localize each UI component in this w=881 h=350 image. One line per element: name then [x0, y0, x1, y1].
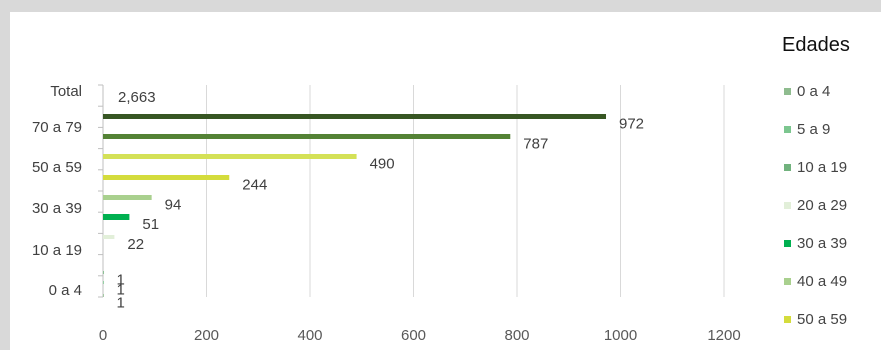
- x-tick-label: 1200: [707, 327, 740, 344]
- legend-swatch: [784, 201, 791, 209]
- bar: [103, 175, 230, 180]
- legend-swatch: [784, 87, 791, 95]
- legend-swatch: [784, 163, 791, 171]
- legend-item: 10 a 19: [784, 158, 847, 176]
- data-label: 1: [117, 282, 125, 299]
- legend-label: 5 a 9: [797, 120, 831, 138]
- data-label: 1: [117, 272, 125, 289]
- bar: [103, 271, 104, 274]
- legend-label: 50 a 59: [797, 310, 848, 328]
- data-label: 1: [117, 295, 125, 312]
- legend-swatch: [784, 125, 791, 133]
- y-tick-label: Total: [50, 83, 82, 100]
- data-label: 22: [127, 236, 144, 253]
- chart-area: 0 200 400 600 800 1000 1200 0 a 4 10 a 19 30 a 39…: [10, 12, 881, 350]
- total-label: 2,663: [118, 89, 156, 106]
- data-label: 972: [619, 116, 644, 133]
- x-tick-label: 800: [504, 327, 529, 344]
- x-tick-label: 0: [99, 327, 107, 344]
- bar-chart: 0 200 400 600 800 1000 1200 0 a 4 10 a 19 30 a 39…: [32, 83, 741, 344]
- bar: [103, 134, 511, 139]
- y-tick-label: 50 a 59: [32, 159, 82, 176]
- legend-label: 0 a 4: [797, 82, 831, 100]
- bar: [103, 195, 152, 200]
- legend-item: 50 a 59: [784, 310, 847, 328]
- y-tick-label: 0 a 4: [49, 282, 82, 299]
- bar: [103, 154, 357, 159]
- x-tick-label: 400: [297, 327, 322, 344]
- y-tick-label: 30 a 39: [32, 200, 82, 217]
- data-label: 490: [370, 156, 395, 173]
- x-tick-label: 200: [194, 327, 219, 344]
- legend-swatch: [784, 277, 791, 285]
- y-tick-label: 70 a 79: [32, 119, 82, 136]
- bar: [103, 214, 130, 220]
- legend-label: 20 a 29: [797, 196, 848, 214]
- bar: [103, 294, 104, 297]
- legend-swatch: [784, 239, 791, 247]
- y-tick-label: 10 a 19: [32, 242, 82, 259]
- legend-item: 0 a 4: [784, 82, 830, 100]
- legend-label: 10 a 19: [797, 158, 848, 176]
- data-label: 244: [242, 177, 267, 194]
- legend-item: 20 a 29: [784, 196, 847, 214]
- legend-swatch: [784, 315, 791, 323]
- legend-label: 40 a 49: [797, 272, 848, 290]
- data-label: 51: [142, 216, 159, 233]
- data-label: 94: [165, 197, 182, 214]
- x-tick-label: 1000: [604, 327, 637, 344]
- legend-item: 40 a 49: [784, 272, 847, 290]
- bar: [103, 114, 607, 119]
- legend-item: 5 a 9: [784, 120, 830, 138]
- legend-label: 30 a 39: [797, 234, 848, 252]
- bar: [103, 235, 115, 239]
- legend-item: 30 a 39: [784, 234, 847, 252]
- legend-title: Edades: [782, 34, 850, 56]
- x-tick-label: 600: [401, 327, 426, 344]
- data-label: 787: [523, 136, 548, 153]
- bar: [103, 281, 104, 284]
